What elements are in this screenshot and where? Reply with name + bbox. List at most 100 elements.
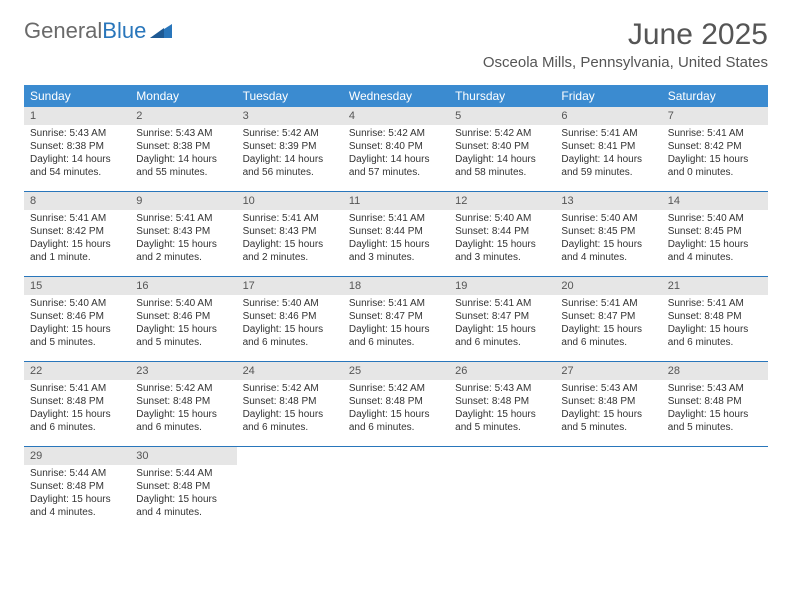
day-body: Sunrise: 5:41 AMSunset: 8:47 PMDaylight:… <box>343 295 449 353</box>
daylight-text-1: Daylight: 14 hours <box>561 153 655 166</box>
day-cell: 10Sunrise: 5:41 AMSunset: 8:43 PMDayligh… <box>237 192 343 270</box>
day-body: Sunrise: 5:42 AMSunset: 8:39 PMDaylight:… <box>237 125 343 183</box>
sunset-text: Sunset: 8:47 PM <box>561 310 655 323</box>
day-number: 4 <box>343 107 449 125</box>
daylight-text-2: and 57 minutes. <box>349 166 443 179</box>
sunrise-text: Sunrise: 5:41 AM <box>668 297 762 310</box>
daylight-text-2: and 6 minutes. <box>668 336 762 349</box>
day-cell <box>449 447 555 525</box>
day-cell: 21Sunrise: 5:41 AMSunset: 8:48 PMDayligh… <box>662 277 768 355</box>
day-number: 12 <box>449 192 555 210</box>
day-cell: 12Sunrise: 5:40 AMSunset: 8:44 PMDayligh… <box>449 192 555 270</box>
sunset-text: Sunset: 8:48 PM <box>668 310 762 323</box>
daylight-text-1: Daylight: 15 hours <box>668 323 762 336</box>
day-cell: 9Sunrise: 5:41 AMSunset: 8:43 PMDaylight… <box>130 192 236 270</box>
day-body: Sunrise: 5:42 AMSunset: 8:48 PMDaylight:… <box>130 380 236 438</box>
daylight-text-2: and 4 minutes. <box>136 506 230 519</box>
day-body: Sunrise: 5:41 AMSunset: 8:42 PMDaylight:… <box>662 125 768 183</box>
dow-cell: Sunday <box>24 85 130 107</box>
day-cell: 7Sunrise: 5:41 AMSunset: 8:42 PMDaylight… <box>662 107 768 185</box>
day-body: Sunrise: 5:41 AMSunset: 8:41 PMDaylight:… <box>555 125 661 183</box>
daylight-text-2: and 6 minutes. <box>455 336 549 349</box>
sunset-text: Sunset: 8:41 PM <box>561 140 655 153</box>
day-body: Sunrise: 5:41 AMSunset: 8:44 PMDaylight:… <box>343 210 449 268</box>
day-number: 19 <box>449 277 555 295</box>
daylight-text-2: and 55 minutes. <box>136 166 230 179</box>
daylight-text-2: and 5 minutes. <box>136 336 230 349</box>
day-cell: 23Sunrise: 5:42 AMSunset: 8:48 PMDayligh… <box>130 362 236 440</box>
daylight-text-1: Daylight: 15 hours <box>455 323 549 336</box>
dow-cell: Wednesday <box>343 85 449 107</box>
day-cell: 2Sunrise: 5:43 AMSunset: 8:38 PMDaylight… <box>130 107 236 185</box>
daylight-text-2: and 5 minutes. <box>668 421 762 434</box>
day-number: 2 <box>130 107 236 125</box>
daylight-text-2: and 6 minutes. <box>349 336 443 349</box>
day-cell: 25Sunrise: 5:42 AMSunset: 8:48 PMDayligh… <box>343 362 449 440</box>
day-body: Sunrise: 5:41 AMSunset: 8:48 PMDaylight:… <box>662 295 768 353</box>
sunrise-text: Sunrise: 5:40 AM <box>30 297 124 310</box>
day-body: Sunrise: 5:41 AMSunset: 8:47 PMDaylight:… <box>555 295 661 353</box>
day-body: Sunrise: 5:44 AMSunset: 8:48 PMDaylight:… <box>24 465 130 523</box>
title-block: June 2025 Osceola Mills, Pennsylvania, U… <box>483 18 768 71</box>
day-body: Sunrise: 5:40 AMSunset: 8:45 PMDaylight:… <box>555 210 661 268</box>
sunrise-text: Sunrise: 5:41 AM <box>30 212 124 225</box>
daylight-text-1: Daylight: 15 hours <box>243 408 337 421</box>
daylight-text-2: and 6 minutes. <box>349 421 443 434</box>
sunset-text: Sunset: 8:46 PM <box>136 310 230 323</box>
daylight-text-2: and 58 minutes. <box>455 166 549 179</box>
day-body: Sunrise: 5:40 AMSunset: 8:45 PMDaylight:… <box>662 210 768 268</box>
daylight-text-1: Daylight: 15 hours <box>349 238 443 251</box>
day-body: Sunrise: 5:42 AMSunset: 8:40 PMDaylight:… <box>449 125 555 183</box>
day-body: Sunrise: 5:41 AMSunset: 8:48 PMDaylight:… <box>24 380 130 438</box>
sunset-text: Sunset: 8:46 PM <box>30 310 124 323</box>
daylight-text-1: Daylight: 15 hours <box>30 408 124 421</box>
sunset-text: Sunset: 8:40 PM <box>349 140 443 153</box>
day-number: 23 <box>130 362 236 380</box>
day-number: 6 <box>555 107 661 125</box>
sunset-text: Sunset: 8:40 PM <box>455 140 549 153</box>
dow-cell: Monday <box>130 85 236 107</box>
day-cell <box>662 447 768 525</box>
daylight-text-2: and 2 minutes. <box>136 251 230 264</box>
header: GeneralBlue June 2025 Osceola Mills, Pen… <box>0 0 792 77</box>
day-body: Sunrise: 5:41 AMSunset: 8:43 PMDaylight:… <box>130 210 236 268</box>
sunset-text: Sunset: 8:48 PM <box>668 395 762 408</box>
daylight-text-1: Daylight: 15 hours <box>561 408 655 421</box>
sunrise-text: Sunrise: 5:42 AM <box>136 382 230 395</box>
daylight-text-2: and 6 minutes. <box>561 336 655 349</box>
day-body: Sunrise: 5:40 AMSunset: 8:46 PMDaylight:… <box>237 295 343 353</box>
day-number: 18 <box>343 277 449 295</box>
sunrise-text: Sunrise: 5:43 AM <box>668 382 762 395</box>
daylight-text-2: and 1 minute. <box>30 251 124 264</box>
sunrise-text: Sunrise: 5:41 AM <box>136 212 230 225</box>
daylight-text-1: Daylight: 15 hours <box>30 323 124 336</box>
sunset-text: Sunset: 8:47 PM <box>455 310 549 323</box>
sunset-text: Sunset: 8:44 PM <box>349 225 443 238</box>
sunrise-text: Sunrise: 5:44 AM <box>30 467 124 480</box>
week-row: 15Sunrise: 5:40 AMSunset: 8:46 PMDayligh… <box>24 276 768 355</box>
day-cell: 27Sunrise: 5:43 AMSunset: 8:48 PMDayligh… <box>555 362 661 440</box>
daylight-text-2: and 4 minutes. <box>561 251 655 264</box>
sunrise-text: Sunrise: 5:43 AM <box>136 127 230 140</box>
sunrise-text: Sunrise: 5:41 AM <box>455 297 549 310</box>
daylight-text-2: and 6 minutes. <box>30 421 124 434</box>
sunset-text: Sunset: 8:47 PM <box>349 310 443 323</box>
daylight-text-1: Daylight: 15 hours <box>136 323 230 336</box>
sunset-text: Sunset: 8:43 PM <box>243 225 337 238</box>
month-title: June 2025 <box>483 18 768 52</box>
day-body: Sunrise: 5:40 AMSunset: 8:46 PMDaylight:… <box>24 295 130 353</box>
daylight-text-2: and 6 minutes. <box>243 421 337 434</box>
day-number: 20 <box>555 277 661 295</box>
day-number: 21 <box>662 277 768 295</box>
day-cell: 19 Sunrise: 5:41 AMSunset: 8:47 PMDayligh… <box>449 277 555 355</box>
day-body: Sunrise: 5:43 AMSunset: 8:48 PMDaylight:… <box>662 380 768 438</box>
daylight-text-2: and 56 minutes. <box>243 166 337 179</box>
calendar: Sunday Monday Tuesday Wednesday Thursday… <box>24 85 768 525</box>
daylight-text-1: Daylight: 15 hours <box>136 493 230 506</box>
day-number: 9 <box>130 192 236 210</box>
sunset-text: Sunset: 8:48 PM <box>243 395 337 408</box>
week-row: 29Sunrise: 5:44 AMSunset: 8:48 PMDayligh… <box>24 446 768 525</box>
day-cell: 26Sunrise: 5:43 AMSunset: 8:48 PMDayligh… <box>449 362 555 440</box>
logo-text-2: Blue <box>102 18 146 44</box>
dow-cell: Saturday <box>662 85 768 107</box>
